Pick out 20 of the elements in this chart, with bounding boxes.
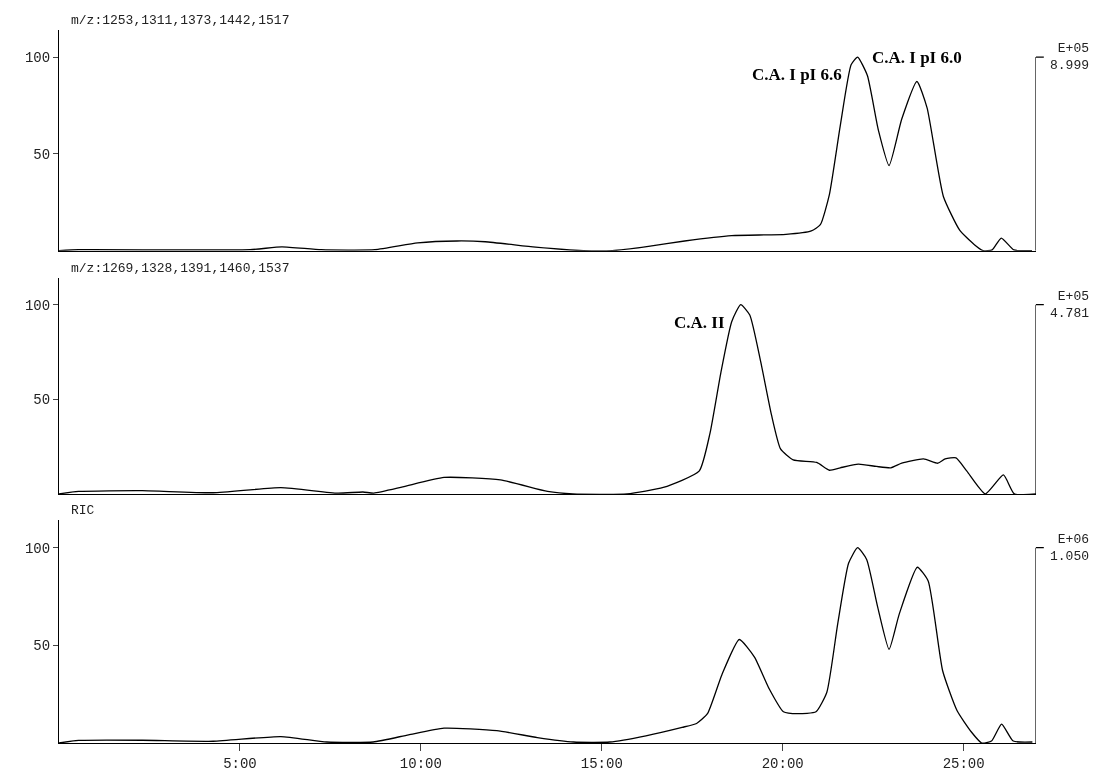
y-tick-label: 100: [24, 297, 51, 314]
annotation: C.A. II: [674, 313, 725, 332]
x-tick-label: 25:00: [942, 755, 985, 772]
y-tick-label: 100: [24, 540, 51, 557]
x-tick-label: 20:00: [761, 755, 804, 772]
annotation: C.A. I pI 6.6: [752, 65, 842, 84]
annotation: C.A. I pI 6.0: [872, 48, 962, 67]
x-tick-label: 10:00: [399, 755, 442, 772]
chart-title: m/z:1253,1311,1373,1442,1517: [71, 13, 290, 28]
chart-title: m/z:1269,1328,1391,1460,1537: [71, 261, 290, 276]
y-tick-label: 100: [24, 50, 51, 66]
text: E+05 4.781: [1050, 289, 1090, 321]
chart-title: RIC: [71, 503, 95, 518]
text: E+05 8.999: [1050, 41, 1090, 73]
y-tick-label: 50: [33, 392, 51, 409]
y-tick-label: 50: [33, 638, 51, 655]
x-tick-label: 15:00: [580, 755, 623, 772]
text: E+06 1.050: [1050, 532, 1090, 564]
y-tick-label: 50: [33, 146, 51, 163]
x-tick-label: 5:00: [223, 755, 257, 772]
